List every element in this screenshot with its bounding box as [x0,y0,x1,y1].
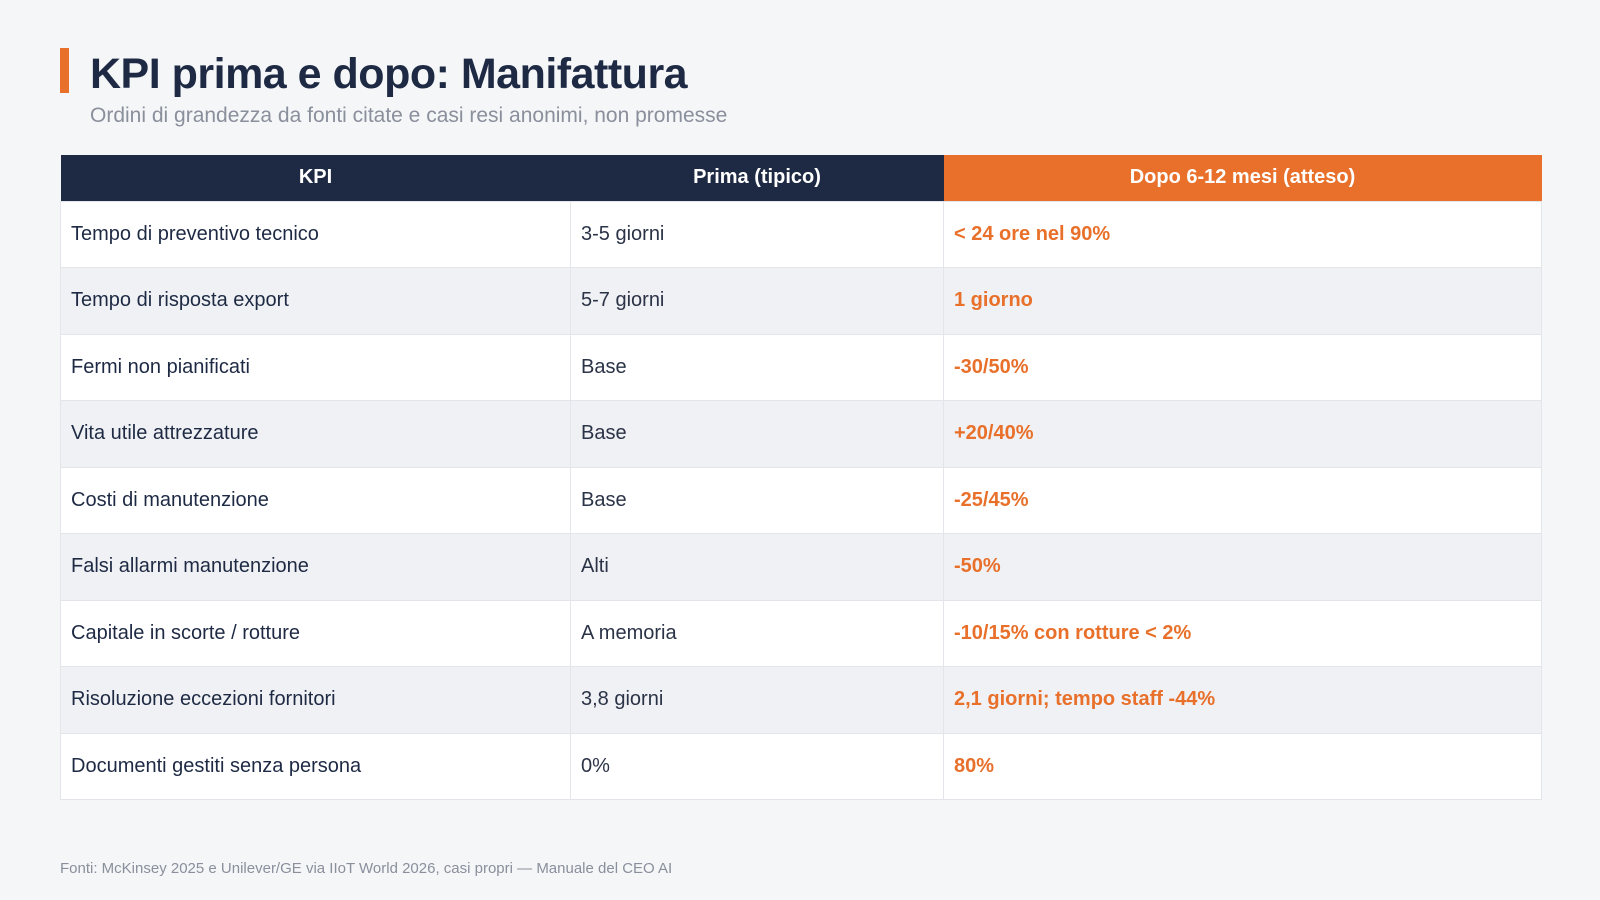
cell-kpi: Capitale in scorte / rotture [60,599,571,667]
cell-before: Base [570,466,944,534]
column-header-before: Prima (tipico) [570,155,944,201]
table-row: Costi di manutenzione Base -25/45% [60,466,1542,534]
cell-before: Base [570,333,944,401]
table-row: Tempo di preventivo tecnico 3-5 giorni < 2… [60,200,1542,268]
page-title: KPI prima e dopo: Manifattura [90,50,688,98]
cell-kpi: Fermi non pianificati [60,333,571,401]
table-body: Tempo di preventivo tecnico 3-5 giorni < 2… [60,200,1542,800]
cell-after: -25/45% [943,466,1542,534]
table-row: Fermi non pianificati Base -30/50% [60,333,1542,401]
kpi-table: KPI Prima (tipico) Dopo 6-12 mesi (attes… [60,155,1542,800]
cell-after: 1 giorno [943,267,1542,335]
cell-after: -30/50% [943,333,1542,401]
cell-kpi: Documenti gestiti senza persona [60,732,571,800]
table-row: Tempo di risposta export 5-7 giorni 1 gior… [60,267,1542,335]
page-subtitle: Ordini di grandezza da fonti citate e ca… [90,104,728,127]
table-row: Documenti gestiti senza persona 0% 80% [60,732,1542,800]
table-row: Risoluzione eccezioni fornitori 3,8 giorn… [60,666,1542,734]
table-row: Vita utile attrezzature Base +20/40% [60,400,1542,468]
cell-kpi: Risoluzione eccezioni fornitori [60,666,571,734]
cell-kpi: Costi di manutenzione [60,466,571,534]
cell-before: 3-5 giorni [570,200,944,268]
cell-kpi: Tempo di risposta export [60,267,571,335]
cell-kpi: Vita utile attrezzature [60,400,571,468]
cell-after: 2,1 giorni; tempo staff -44% [943,666,1542,734]
cell-before: 3,8 giorni [570,666,944,734]
title-block: KPI prima e dopo: Manifattura Ordini di … [60,46,727,130]
cell-after: +20/40% [943,400,1542,468]
title-accent-bar [60,48,69,93]
cell-before: 0% [570,732,944,800]
table-row: Falsi allarmi manutenzione Alti -50% [60,533,1542,601]
table-row: Capitale in scorte / rotture A memoria -10… [60,599,1542,667]
cell-before: 5-7 giorni [570,267,944,335]
cell-after: 80% [943,732,1542,800]
column-header-kpi: KPI [60,155,571,201]
cell-kpi: Falsi allarmi manutenzione [60,533,571,601]
cell-before: A memoria [570,599,944,667]
cell-after: < 24 ore nel 90% [943,200,1542,268]
column-header-after: Dopo 6-12 mesi (atteso) [943,155,1542,201]
table-header-row: KPI Prima (tipico) Dopo 6-12 mesi (attes… [60,155,1542,201]
source-footnote: Fonti: McKinsey 2025 e Unilever/GE via I… [60,860,673,877]
cell-before: Alti [570,533,944,601]
cell-before: Base [570,400,944,468]
cell-kpi: Tempo di preventivo tecnico [60,200,571,268]
cell-after: -50% [943,533,1542,601]
cell-after: -10/15% con rotture < 2% [943,599,1542,667]
